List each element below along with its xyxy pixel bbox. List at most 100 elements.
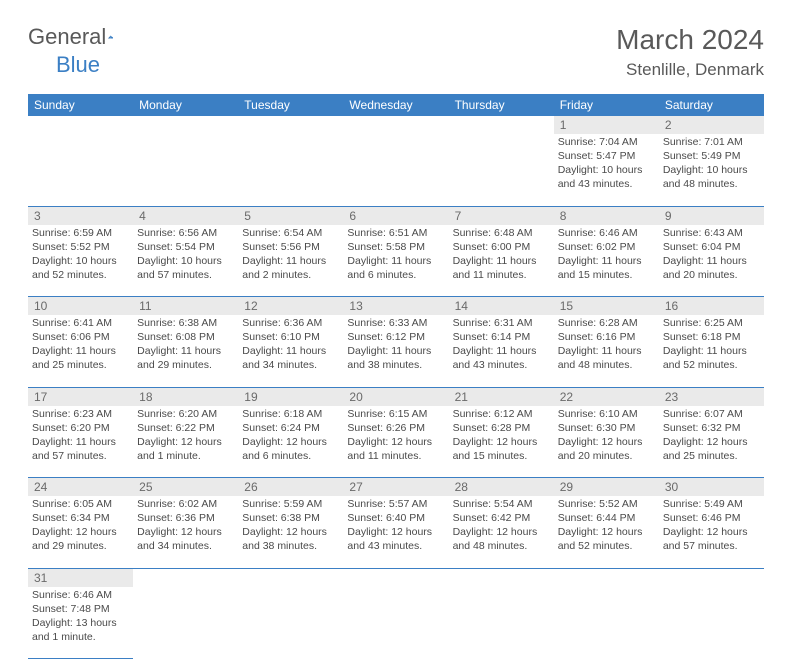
day-d2: and 25 minutes.: [32, 359, 129, 372]
day-d2: and 15 minutes.: [453, 450, 550, 463]
day-d2: and 15 minutes.: [558, 269, 655, 282]
day-sr: Sunrise: 6:59 AM: [32, 227, 129, 240]
day-d2: and 11 minutes.: [453, 269, 550, 282]
title-block: March 2024 Stenlille, Denmark: [616, 24, 764, 80]
day-sr: Sunrise: 5:54 AM: [453, 498, 550, 511]
day-number-cell: 26: [238, 478, 343, 497]
day-d1: Daylight: 11 hours: [242, 255, 339, 268]
day-d2: and 57 minutes.: [137, 269, 234, 282]
day-ss: Sunset: 6:24 PM: [242, 422, 339, 435]
day-d1: Daylight: 12 hours: [453, 436, 550, 449]
day-ss: Sunset: 6:44 PM: [558, 512, 655, 525]
day-content-cell: Sunrise: 6:31 AMSunset: 6:14 PMDaylight:…: [449, 315, 554, 387]
day-content-cell: Sunrise: 6:46 AMSunset: 6:02 PMDaylight:…: [554, 225, 659, 297]
day-number-cell: 11: [133, 297, 238, 316]
day-ss: Sunset: 5:49 PM: [663, 150, 760, 163]
day-ss: Sunset: 6:36 PM: [137, 512, 234, 525]
day-d2: and 52 minutes.: [663, 359, 760, 372]
day-d1: Daylight: 11 hours: [347, 345, 444, 358]
day-ss: Sunset: 6:18 PM: [663, 331, 760, 344]
day-d1: Daylight: 13 hours: [32, 617, 129, 630]
day-sr: Sunrise: 6:15 AM: [347, 408, 444, 421]
day-ss: Sunset: 6:32 PM: [663, 422, 760, 435]
day-content-cell: Sunrise: 6:07 AMSunset: 6:32 PMDaylight:…: [659, 406, 764, 478]
day-number-cell: 10: [28, 297, 133, 316]
day-content-cell: Sunrise: 6:25 AMSunset: 6:18 PMDaylight:…: [659, 315, 764, 387]
day-sr: Sunrise: 6:23 AM: [32, 408, 129, 421]
day-d2: and 6 minutes.: [242, 450, 339, 463]
day-content-cell: Sunrise: 6:54 AMSunset: 5:56 PMDaylight:…: [238, 225, 343, 297]
day-sr: Sunrise: 6:02 AM: [137, 498, 234, 511]
day-number-cell: 22: [554, 387, 659, 406]
day-content-row: Sunrise: 6:05 AMSunset: 6:34 PMDaylight:…: [28, 496, 764, 568]
logo: General: [28, 24, 136, 50]
day-d1: Daylight: 11 hours: [558, 345, 655, 358]
day-content-cell: Sunrise: 6:36 AMSunset: 6:10 PMDaylight:…: [238, 315, 343, 387]
logo-flag-icon: [108, 29, 113, 45]
day-ss: Sunset: 6:38 PM: [242, 512, 339, 525]
day-d1: Daylight: 12 hours: [242, 526, 339, 539]
day-content-cell: Sunrise: 6:20 AMSunset: 6:22 PMDaylight:…: [133, 406, 238, 478]
day-ss: Sunset: 5:54 PM: [137, 241, 234, 254]
day-number-cell: 5: [238, 206, 343, 225]
day-content-cell: Sunrise: 6:43 AMSunset: 6:04 PMDaylight:…: [659, 225, 764, 297]
day-ss: Sunset: 6:40 PM: [347, 512, 444, 525]
weekday-header-row: Sunday Monday Tuesday Wednesday Thursday…: [28, 94, 764, 116]
day-number-cell: 7: [449, 206, 554, 225]
day-ss: Sunset: 6:28 PM: [453, 422, 550, 435]
day-number-cell: 8: [554, 206, 659, 225]
day-d1: Daylight: 11 hours: [137, 345, 234, 358]
day-number-cell: [238, 568, 343, 587]
day-number-cell: 17: [28, 387, 133, 406]
day-number-cell: [343, 568, 448, 587]
day-sr: Sunrise: 5:57 AM: [347, 498, 444, 511]
day-d1: Daylight: 11 hours: [453, 255, 550, 268]
day-content-cell: Sunrise: 5:49 AMSunset: 6:46 PMDaylight:…: [659, 496, 764, 568]
day-d2: and 52 minutes.: [32, 269, 129, 282]
day-content-cell: Sunrise: 5:52 AMSunset: 6:44 PMDaylight:…: [554, 496, 659, 568]
day-content-cell: Sunrise: 6:18 AMSunset: 6:24 PMDaylight:…: [238, 406, 343, 478]
day-number-cell: 28: [449, 478, 554, 497]
day-ss: Sunset: 5:56 PM: [242, 241, 339, 254]
day-d1: Daylight: 10 hours: [137, 255, 234, 268]
day-number-cell: 13: [343, 297, 448, 316]
day-sr: Sunrise: 6:48 AM: [453, 227, 550, 240]
day-content-cell: Sunrise: 5:57 AMSunset: 6:40 PMDaylight:…: [343, 496, 448, 568]
day-content-cell: Sunrise: 6:51 AMSunset: 5:58 PMDaylight:…: [343, 225, 448, 297]
day-content-row: Sunrise: 6:59 AMSunset: 5:52 PM Daylight:…: [28, 225, 764, 297]
day-ss: Sunset: 6:00 PM: [453, 241, 550, 254]
day-content-cell: [343, 134, 448, 206]
day-d1: Daylight: 12 hours: [347, 436, 444, 449]
day-d2: and 43 minutes.: [347, 540, 444, 553]
weekday-header: Monday: [133, 94, 238, 116]
day-number-cell: 18: [133, 387, 238, 406]
day-ss: Sunset: 6:02 PM: [558, 241, 655, 254]
day-content-cell: Sunrise: 6:48 AMSunset: 6:00 PMDaylight:…: [449, 225, 554, 297]
day-ss: Sunset: 5:52 PM: [32, 241, 129, 254]
day-number-row: 10111213141516: [28, 297, 764, 316]
day-d2: and 1 minute.: [32, 631, 129, 644]
day-number-cell: [449, 116, 554, 134]
day-number-cell: 2: [659, 116, 764, 134]
day-number-cell: [133, 116, 238, 134]
day-number-row: 24252627282930: [28, 478, 764, 497]
day-content-cell: [238, 587, 343, 659]
day-d2: and 38 minutes.: [347, 359, 444, 372]
day-sr: Sunrise: 6:54 AM: [242, 227, 339, 240]
day-content-cell: Sunrise: 6:46 AMSunset: 7:48 PMDaylight:…: [28, 587, 133, 659]
day-content-row: Sunrise: 7:04 AMSunset: 5:47 PMDaylight:…: [28, 134, 764, 206]
day-number-cell: 30: [659, 478, 764, 497]
day-d2: and 29 minutes.: [137, 359, 234, 372]
day-content-cell: [659, 587, 764, 659]
day-ss: Sunset: 6:08 PM: [137, 331, 234, 344]
day-number-cell: [28, 116, 133, 134]
day-d1: Daylight: 11 hours: [242, 345, 339, 358]
day-sr: Sunrise: 6:12 AM: [453, 408, 550, 421]
day-d1: Daylight: 11 hours: [558, 255, 655, 268]
header: General March 2024 Stenlille, Denmark: [28, 24, 764, 80]
day-ss: Sunset: 6:22 PM: [137, 422, 234, 435]
day-content-cell: [238, 134, 343, 206]
day-sr: Sunrise: 6:51 AM: [347, 227, 444, 240]
day-d2: and 43 minutes.: [558, 178, 655, 191]
day-ss: Sunset: 6:42 PM: [453, 512, 550, 525]
